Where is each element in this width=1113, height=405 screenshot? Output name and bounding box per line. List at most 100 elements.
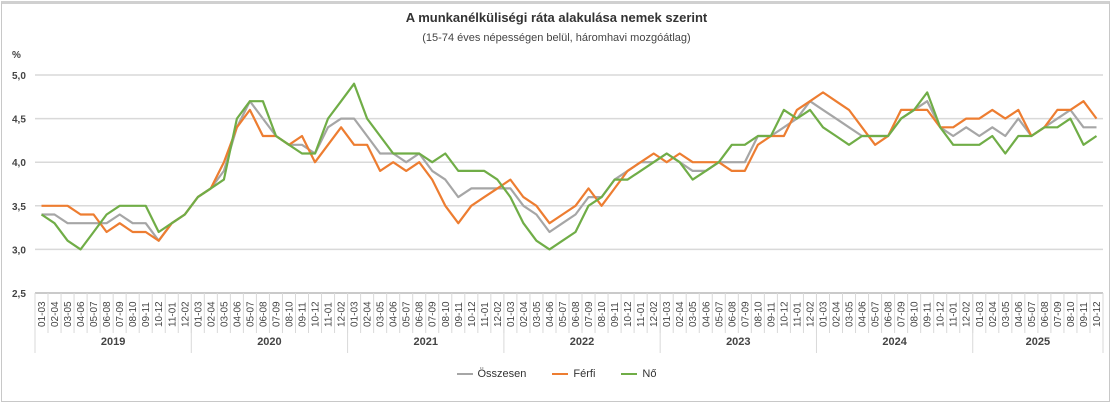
svg-text:05-07: 05-07 [89,301,100,327]
svg-text:10-12: 10-12 [1092,301,1103,327]
gridlines [35,74,1103,294]
svg-text:01-03: 01-03 [193,301,204,327]
svg-text:12-02: 12-02 [180,301,191,327]
svg-text:3,5: 3,5 [12,202,26,213]
svg-text:01-03: 01-03 [818,301,829,327]
legend-swatch-icon [456,373,473,375]
svg-text:04-06: 04-06 [858,301,869,327]
svg-text:02-04: 02-04 [519,301,530,327]
svg-text:12-02: 12-02 [962,301,973,327]
svg-text:10-12: 10-12 [936,301,947,327]
svg-text:12-02: 12-02 [493,301,504,327]
svg-text:4,0: 4,0 [12,158,26,169]
svg-text:2,5: 2,5 [12,289,26,300]
legend-label: Férfi [573,368,596,380]
svg-text:04-06: 04-06 [389,301,400,327]
svg-text:09-11: 09-11 [454,302,465,327]
svg-text:01-03: 01-03 [350,301,361,327]
svg-text:07-09: 07-09 [1053,301,1064,327]
svg-text:08-10: 08-10 [597,301,608,327]
svg-text:11-01: 11-01 [167,302,178,327]
svg-text:06-08: 06-08 [571,301,582,327]
svg-text:02-04: 02-04 [675,301,686,327]
svg-text:03-05: 03-05 [63,301,74,327]
svg-text:10-12: 10-12 [623,301,634,327]
svg-text:02-04: 02-04 [832,301,843,327]
svg-text:01-03: 01-03 [975,301,986,327]
svg-text:2025: 2025 [1026,336,1050,348]
svg-text:04-06: 04-06 [545,301,556,327]
svg-text:08-10: 08-10 [441,301,452,327]
svg-text:08-10: 08-10 [284,301,295,327]
svg-text:11-01: 11-01 [480,302,491,327]
svg-text:09-11: 09-11 [766,302,777,327]
legend-item-osszesen[interactable]: Összesen [456,368,527,380]
svg-text:06-08: 06-08 [884,301,895,327]
svg-text:11-01: 11-01 [949,302,960,327]
svg-text:06-08: 06-08 [727,301,738,327]
svg-text:09-11: 09-11 [1079,302,1090,327]
y-axis-unit: % [12,50,21,61]
svg-text:04-06: 04-06 [1014,301,1025,327]
svg-text:2019: 2019 [101,336,125,348]
svg-text:12-02: 12-02 [337,301,348,327]
svg-text:08-10: 08-10 [753,301,764,327]
svg-text:04-06: 04-06 [701,301,712,327]
svg-text:03-05: 03-05 [1001,301,1012,327]
svg-text:09-11: 09-11 [610,302,621,327]
svg-text:10-12: 10-12 [467,301,478,327]
legend-label: Nő [642,368,657,380]
svg-text:3,0: 3,0 [12,245,26,256]
x-axis: 01-03 02-04 03-05 04-06 05-07 06-08 07-09 08-10… [34,292,1104,353]
svg-text:02-04: 02-04 [988,301,999,327]
y-axis-ticks: 2,5 3,0 3,5 4,0 4,5 5,0 [12,71,26,300]
svg-text:10-12: 10-12 [311,301,322,327]
svg-text:05-07: 05-07 [558,301,569,327]
svg-text:08-10: 08-10 [128,301,139,327]
svg-text:06-08: 06-08 [415,301,426,327]
svg-text:03-05: 03-05 [532,301,543,327]
svg-text:07-09: 07-09 [115,301,126,327]
svg-text:03-05: 03-05 [688,301,699,327]
chart-title: A munkanélküliségi ráta alakulása nemek … [405,10,708,25]
svg-text:02-04: 02-04 [363,301,374,327]
svg-text:11-01: 11-01 [792,302,803,327]
svg-text:11-01: 11-01 [636,302,647,327]
svg-text:08-10: 08-10 [1066,301,1077,327]
svg-text:12-02: 12-02 [805,301,816,327]
legend-item-no[interactable]: Nő [621,368,656,380]
legend: Összesen Férfi Nő [0,368,1113,380]
legend-swatch-icon [621,373,638,375]
svg-text:4,5: 4,5 [12,115,26,126]
svg-text:06-08: 06-08 [102,301,113,327]
svg-text:03-05: 03-05 [376,301,387,327]
chart-subtitle: (15-74 éves népességen belül, háromhavi … [422,32,691,44]
svg-text:05-07: 05-07 [402,301,413,327]
svg-text:10-12: 10-12 [779,301,790,327]
svg-text:11-01: 11-01 [324,302,335,327]
svg-text:01-03: 01-03 [37,301,48,327]
svg-text:2022: 2022 [570,336,594,348]
svg-text:10-12: 10-12 [154,301,165,327]
svg-text:06-08: 06-08 [1040,301,1051,327]
svg-text:05-07: 05-07 [871,301,882,327]
svg-text:05-07: 05-07 [245,301,256,327]
svg-text:2023: 2023 [726,336,750,348]
svg-text:02-04: 02-04 [50,301,61,327]
svg-text:03-05: 03-05 [845,301,856,327]
svg-text:06-08: 06-08 [258,301,269,327]
svg-text:01-03: 01-03 [506,301,517,327]
svg-text:09-11: 09-11 [298,302,309,327]
legend-label: Összesen [477,368,527,380]
svg-text:5,0: 5,0 [12,71,26,82]
svg-text:03-05: 03-05 [219,301,230,327]
legend-swatch-icon [552,373,569,375]
svg-text:07-09: 07-09 [740,301,751,327]
svg-text:08-10: 08-10 [910,301,921,327]
svg-text:05-07: 05-07 [1027,301,1038,327]
svg-text:04-06: 04-06 [76,301,87,327]
svg-text:07-09: 07-09 [428,301,439,327]
legend-item-ferfi[interactable]: Férfi [552,368,595,380]
